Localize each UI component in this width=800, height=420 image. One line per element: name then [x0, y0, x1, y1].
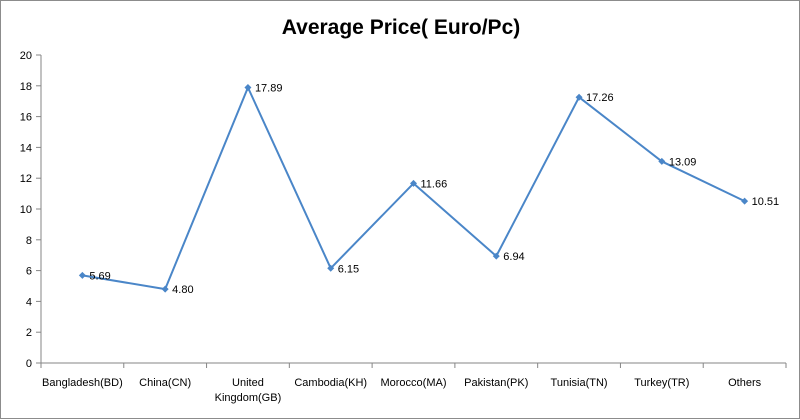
y-tick-label: 18 [20, 81, 32, 93]
data-label: 4.80 [172, 284, 193, 296]
x-tick-label: Bangladesh(BD) [42, 377, 123, 389]
data-label: 5.69 [89, 270, 110, 282]
data-label: 6.94 [503, 251, 524, 263]
data-point-marker [327, 264, 335, 272]
y-tick-label: 4 [26, 296, 32, 308]
data-label: 10.51 [752, 196, 780, 208]
x-tick-label: Cambodia(KH) [294, 377, 367, 389]
series-line [82, 86, 746, 291]
data-label: 11.66 [421, 178, 448, 190]
x-tick-label: Tunisia(TN) [551, 377, 608, 389]
y-axis-ticks: 0 2 4 6 8 10 12 14 16 18 20 [20, 50, 41, 370]
data-point-marker [658, 157, 666, 165]
x-tick-label: China(CN) [139, 377, 191, 389]
data-point-marker [741, 197, 749, 205]
data-point-marker [78, 271, 86, 279]
data-label: 17.89 [255, 82, 283, 94]
x-tick-label: Turkey(TR) [634, 377, 689, 389]
y-tick-label: 2 [26, 327, 32, 339]
y-tick-label: 20 [20, 50, 32, 62]
y-tick-label: 14 [20, 142, 32, 154]
y-tick-label: 10 [20, 204, 32, 216]
data-label: 17.26 [586, 92, 614, 104]
data-point-marker [575, 93, 583, 101]
x-axis-ticks: Bangladesh(BD) China(CN) United Kingdom(GB)… [40, 363, 787, 404]
y-tick-label: 16 [20, 112, 32, 124]
y-tick-label: 8 [26, 235, 32, 247]
x-tick-label: Morocco(MA) [380, 377, 446, 389]
data-point-marker [410, 179, 417, 187]
data-label: 6.15 [338, 263, 359, 275]
y-tick-label: 6 [26, 266, 32, 278]
y-tick-label: 12 [20, 173, 32, 185]
chart-title: Average Price( Euro/Pc) [282, 16, 521, 39]
x-tick-label: Pakistan(PK) [464, 377, 528, 389]
x-tick-label: United Kingdom(GB) [215, 377, 282, 404]
data-label: 13.09 [669, 156, 697, 168]
series-group: 5.69 4.80 17.89 6.15 11.66 6.94 17.26 13.09 10.5… [78, 82, 780, 296]
data-point-marker [161, 285, 169, 293]
data-point-marker [492, 252, 500, 260]
x-tick-label: Others [728, 377, 762, 389]
data-point-marker [244, 83, 252, 91]
y-tick-label: 0 [26, 358, 32, 370]
